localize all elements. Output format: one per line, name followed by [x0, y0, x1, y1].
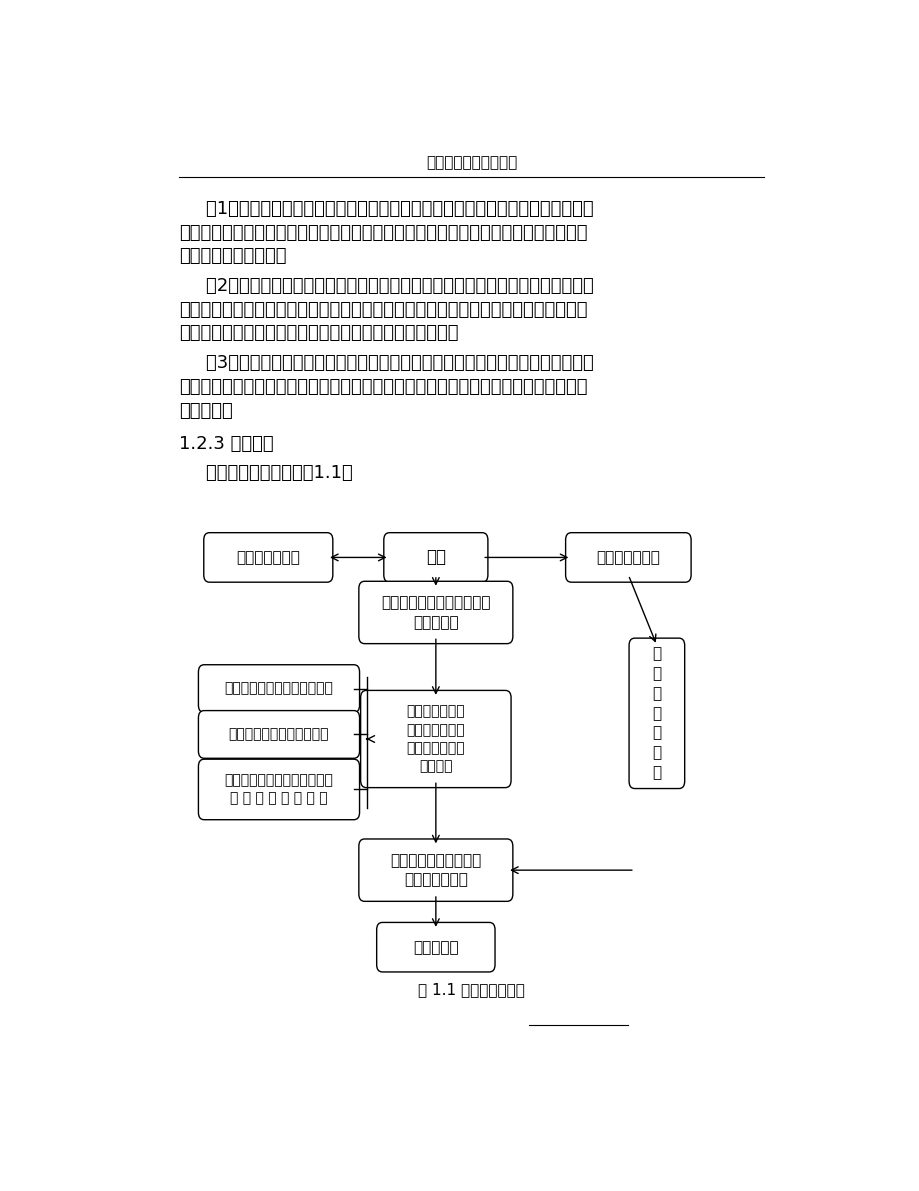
FancyBboxPatch shape: [199, 711, 359, 759]
Text: 实际代表意义的支行进行实地调研，掌握一手数据和资料，为利津农商行农户小额信贷: 实际代表意义的支行进行实地调研，掌握一手数据和资料，为利津农商行农户小额信贷: [179, 224, 587, 242]
Text: 业务所面临可能的风险进行分类分析，在调研搜集数据和真实贷款案例的基础上，进行: 业务所面临可能的风险进行分类分析，在调研搜集数据和真实贷款案例的基础上，进行: [179, 300, 587, 319]
Text: 利津农银行农户小额信
贷风险管理建议: 利津农银行农户小额信 贷风险管理建议: [390, 853, 481, 887]
FancyBboxPatch shape: [199, 665, 359, 712]
FancyBboxPatch shape: [203, 532, 333, 582]
Text: 绪论: 绪论: [425, 548, 446, 567]
Text: 深入分析研究，查找出给该业务带来潜在风险的各类因素。: 深入分析研究，查找出给该业务带来潜在风险的各类因素。: [179, 324, 459, 343]
Text: 农户小额信贷逾期案例分析: 农户小额信贷逾期案例分析: [229, 728, 329, 742]
FancyBboxPatch shape: [383, 532, 487, 582]
FancyBboxPatch shape: [199, 759, 359, 819]
FancyBboxPatch shape: [358, 581, 512, 643]
FancyBboxPatch shape: [360, 691, 511, 787]
Text: 利津县农户小额信贷面临的主
要 风 险 种 类 及 原 因: 利津县农户小额信贷面临的主 要 风 险 种 类 及 原 因: [224, 773, 333, 805]
Text: 西北大学硕士学位论文: 西北大学硕士学位论文: [425, 156, 516, 170]
FancyBboxPatch shape: [629, 638, 684, 788]
Text: 选题背景及意义: 选题背景及意义: [236, 550, 300, 565]
FancyBboxPatch shape: [565, 532, 690, 582]
Text: 国内外农户小额信贷风险管
理研究动态: 国内外农户小额信贷风险管 理研究动态: [380, 596, 490, 630]
Text: 研究内容与方法: 研究内容与方法: [596, 550, 660, 565]
Text: 风险的分析奠定基础。: 风险的分析奠定基础。: [179, 248, 287, 266]
Text: 利津农商行农户
小额信贷概况及
风险识别与风险
评估分析: 利津农商行农户 小额信贷概况及 风险识别与风险 评估分析: [406, 704, 465, 774]
FancyBboxPatch shape: [358, 838, 512, 902]
Text: 1.2.3 框架结构: 1.2.3 框架结构: [179, 435, 274, 453]
Text: （3）比较分析法。在对利津农商行农户小额信贷风险管理的研究的同时对比、借: （3）比较分析法。在对利津农商行农户小额信贷风险管理的研究的同时对比、借: [183, 354, 593, 372]
Text: 调
查
与
实
证
分
析: 调 查 与 实 证 分 析: [652, 647, 661, 780]
Text: （2）案例分析法。结合实地调查中的各项具体情况，对利津农商行农户小额信贷: （2）案例分析法。结合实地调查中的各项具体情况，对利津农商行农户小额信贷: [183, 276, 593, 295]
Text: 本文的框架结构如下图1.1：: 本文的框架结构如下图1.1：: [183, 464, 352, 482]
Text: 图 1.1 本文的内容结构: 图 1.1 本文的内容结构: [417, 983, 525, 998]
Text: 鉴国内外先进的管理经验，为利津农商行农户小额信贷业务政对策建议的有效制定提供: 鉴国内外先进的管理经验，为利津农商行农户小额信贷业务政对策建议的有效制定提供: [179, 378, 587, 395]
Text: 利津农商行农户小额信贷概述: 利津农商行农户小额信贷概述: [224, 681, 333, 696]
FancyBboxPatch shape: [376, 922, 494, 972]
Text: （1）数据调查法。通过深入到利津农商行规模较大、管理工作中易出问题、具有: （1）数据调查法。通过深入到利津农商行规模较大、管理工作中易出问题、具有: [183, 200, 593, 218]
Text: 充分依据。: 充分依据。: [179, 401, 233, 419]
Text: 结论与展望: 结论与展望: [413, 940, 459, 955]
